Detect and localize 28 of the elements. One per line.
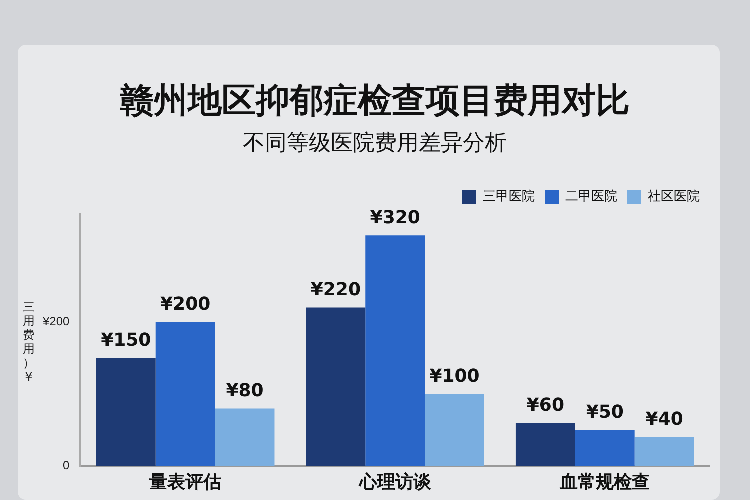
x-tick-label: 量表评估 (148, 472, 222, 492)
legend-label: 社区医院 (648, 188, 700, 204)
chart-subtitle: 不同等级医院费用差异分析 (242, 130, 508, 158)
data-label: ¥200 (160, 294, 211, 315)
data-label: ¥220 (310, 279, 361, 300)
data-label: ¥150 (101, 330, 152, 351)
bar (215, 408, 275, 466)
chart-title: 赣州地区抑郁症检查项目费用对比 (119, 80, 631, 123)
data-label: ¥60 (526, 394, 564, 416)
bar (425, 394, 484, 466)
bar (156, 322, 216, 466)
data-label: ¥50 (586, 402, 624, 424)
x-tick-label: 心理访谈 (358, 472, 432, 492)
data-label: ¥100 (430, 366, 480, 387)
data-label: ¥40 (646, 409, 684, 430)
bar (96, 358, 156, 466)
bar (516, 423, 576, 466)
bar (366, 236, 426, 466)
y-axis-title: 三用费用）¥ (22, 300, 36, 384)
data-label: ¥80 (226, 380, 264, 402)
bar (306, 308, 366, 466)
y-tick-label: 0 (63, 458, 70, 473)
x-tick-label: 血常规检查 (559, 472, 650, 492)
legend-label: 三甲医院 (483, 188, 535, 204)
bar (575, 430, 635, 466)
legend-label: 二甲医院 (566, 188, 618, 204)
data-label: ¥320 (370, 207, 420, 228)
bar (634, 438, 694, 466)
